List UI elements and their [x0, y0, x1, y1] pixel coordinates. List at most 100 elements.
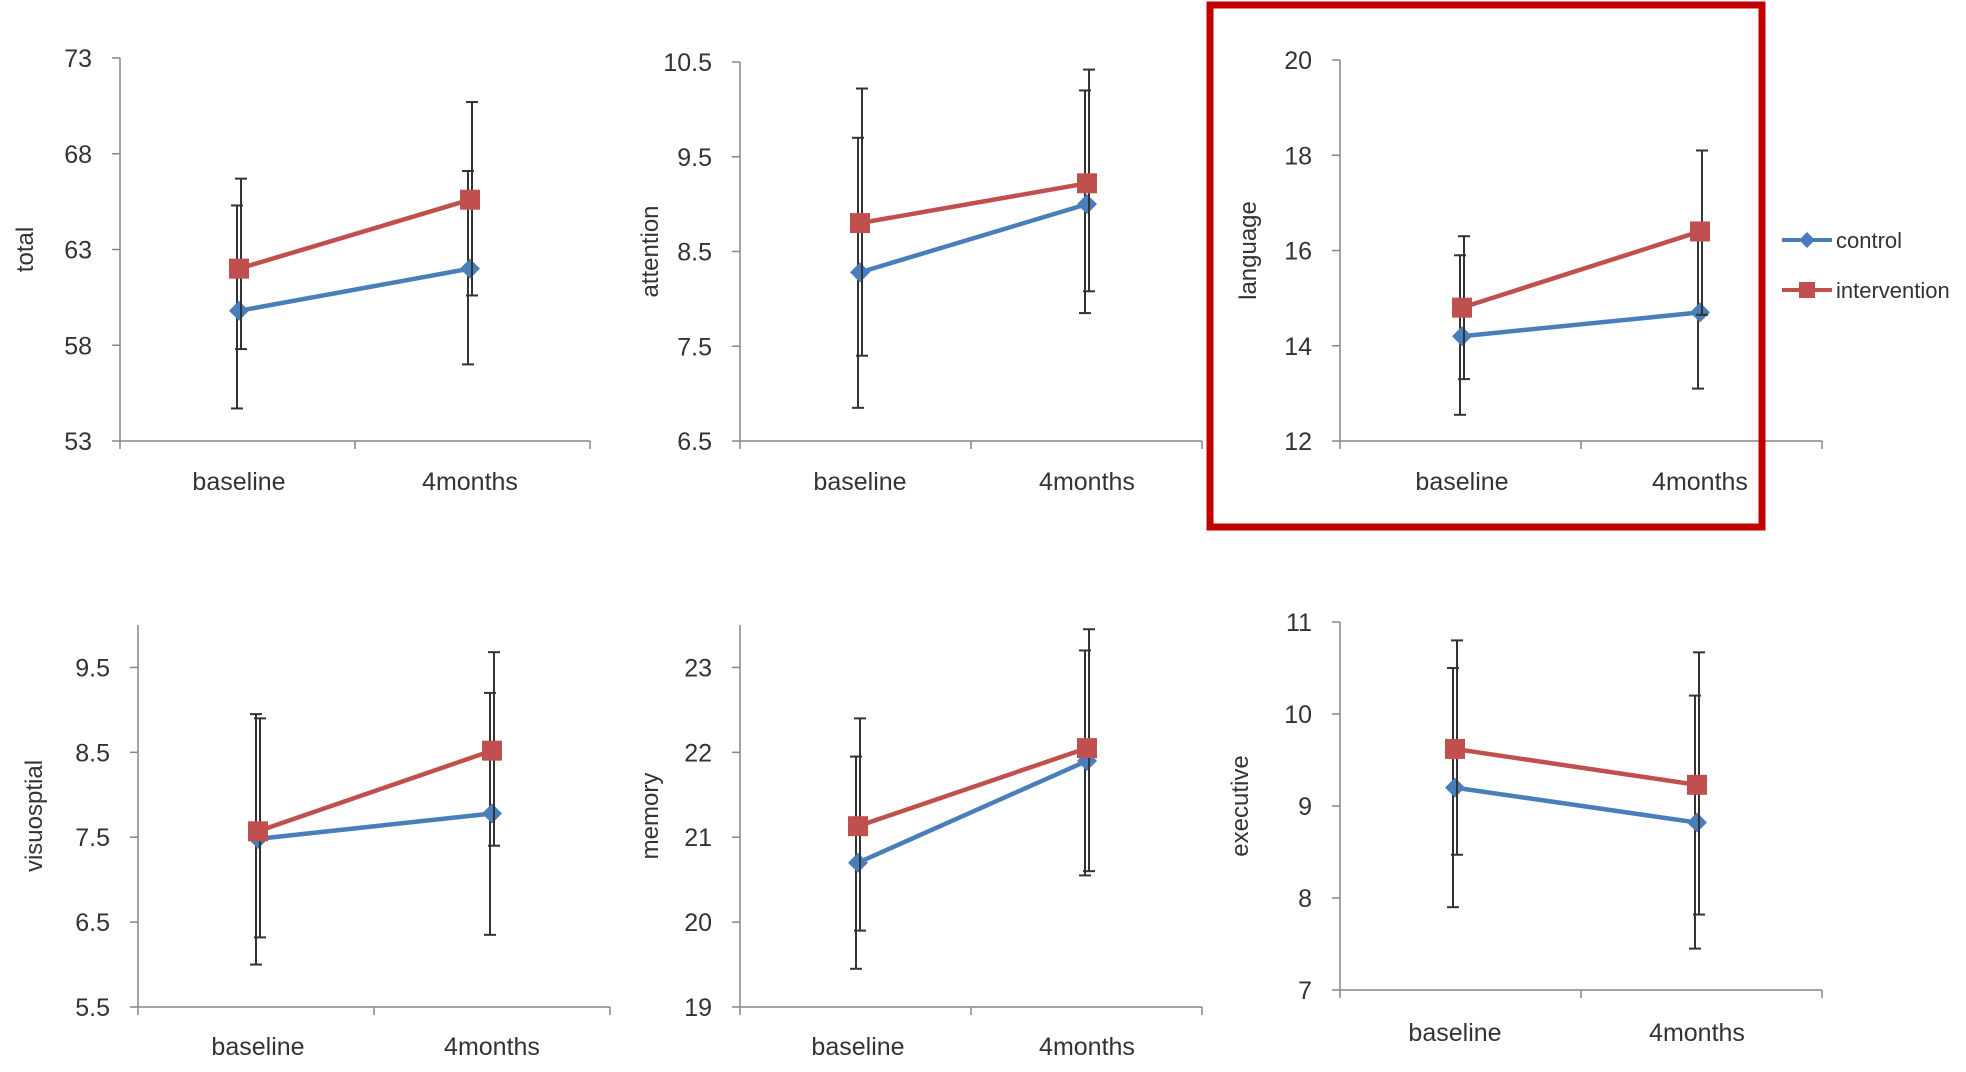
y-tick-label: 10 [1284, 701, 1312, 729]
data-point-square [1445, 738, 1465, 759]
data-point-square [850, 213, 870, 234]
y-tick-label: 9.5 [677, 144, 712, 172]
series-intervention [848, 628, 1097, 932]
series-line [1454, 746, 1698, 788]
legend-item-intervention: intervention [1782, 278, 1950, 303]
y-tick-label: 58 [64, 332, 92, 360]
data-point-diamond [460, 258, 480, 279]
legend-label: control [1836, 228, 1902, 253]
series-line [1454, 785, 1698, 825]
y-tick-label: 20 [1284, 47, 1312, 75]
data-point-diamond [1077, 194, 1097, 215]
y-tick-label: 8.5 [677, 239, 712, 267]
x-tick-label: baseline [813, 468, 906, 496]
y-tick-label: 16 [1284, 238, 1312, 266]
y-tick-label: 10.5 [663, 49, 712, 77]
series-line [857, 758, 1088, 865]
chart-attention: 6.5 7.5 8.5 9.5 10.5 attention baseline 4months [637, 49, 1203, 496]
series-control [848, 649, 1097, 970]
y-axis-label: attention [637, 205, 664, 297]
x-tick-label: 4months [444, 1033, 540, 1061]
series-line [859, 201, 1088, 275]
series-intervention [229, 101, 480, 351]
x-tick-label: baseline [1408, 1019, 1501, 1047]
y-tick-label: 22 [684, 739, 712, 767]
data-point-square [1690, 221, 1710, 242]
x-tick-label: 4months [1652, 468, 1748, 496]
x-tick-label: baseline [192, 468, 285, 496]
y-axis-label: executive [1227, 755, 1254, 856]
x-tick-label: 4months [1039, 1033, 1135, 1061]
y-axis-label: language [1235, 201, 1262, 300]
x-tick-label: 4months [1649, 1019, 1745, 1047]
series-line [238, 266, 471, 313]
y-tick-label: 7.5 [75, 824, 110, 852]
series-line [257, 748, 493, 834]
x-tick-label: baseline [1415, 468, 1508, 496]
y-tick-label: 7 [1298, 977, 1312, 1005]
series-line [1461, 310, 1701, 339]
data-point-diamond [1687, 812, 1707, 833]
series-control [1445, 667, 1707, 950]
y-tick-label: 14 [1284, 333, 1312, 361]
data-point-square [229, 258, 249, 279]
y-tick-label: 8 [1298, 885, 1312, 913]
series-line [857, 745, 1088, 829]
chart-total: 53 58 63 68 73 total baseline 4months [12, 45, 591, 496]
y-tick-label: 23 [684, 654, 712, 682]
y-tick-label: 68 [64, 141, 92, 169]
y-tick-label: 7.5 [677, 333, 712, 361]
data-point-diamond [1690, 302, 1710, 323]
series-intervention [1452, 149, 1710, 381]
y-tick-label: 53 [64, 428, 92, 456]
legend-marker-square [1799, 282, 1815, 298]
data-point-square [1687, 774, 1707, 795]
data-point-diamond [1452, 326, 1472, 347]
series-control [850, 89, 1097, 409]
series-intervention [850, 68, 1097, 357]
data-point-diamond [850, 262, 870, 283]
series-line [238, 197, 471, 271]
y-tick-label: 20 [684, 909, 712, 937]
data-point-diamond [482, 803, 502, 824]
legend-label: intervention [1836, 278, 1950, 303]
data-point-square [482, 740, 502, 761]
series-line [1461, 229, 1701, 310]
y-tick-label: 8.5 [75, 739, 110, 767]
legend: control intervention [1782, 228, 1950, 303]
data-point-square [848, 816, 868, 837]
y-axis-label: visuosptial [21, 760, 48, 872]
data-point-square [1077, 173, 1097, 194]
y-tick-label: 63 [64, 237, 92, 265]
y-tick-label: 6.5 [677, 428, 712, 456]
y-tick-label: 9 [1298, 793, 1312, 821]
data-point-square [248, 821, 268, 842]
data-point-diamond [848, 852, 868, 873]
y-tick-label: 12 [1284, 428, 1312, 456]
y-tick-label: 6.5 [75, 909, 110, 937]
chart-memory: 19 20 21 22 23 memory baseline 4months [637, 625, 1203, 1061]
legend-item-control: control [1782, 228, 1902, 253]
series-intervention [1445, 639, 1707, 916]
x-tick-label: baseline [811, 1033, 904, 1061]
y-tick-label: 11 [1286, 609, 1312, 637]
chart-visuosptial: 5.5 6.5 7.5 8.5 9.5 visuosptial baseline 4month… [21, 625, 611, 1061]
data-point-square [460, 189, 480, 210]
data-point-diamond [1445, 777, 1465, 798]
x-tick-label: 4months [422, 468, 518, 496]
chart-language: 12 14 16 18 20 language baseline 4months [1235, 47, 1823, 496]
chart-executive: 7 8 9 10 11 executive baseline 4months [1227, 609, 1823, 1047]
data-point-diamond [229, 300, 249, 321]
highlight-box [1206, 1, 1766, 531]
series-line [859, 181, 1088, 226]
x-tick-label: 4months [1039, 468, 1135, 496]
series-intervention [248, 651, 502, 939]
y-tick-label: 9.5 [75, 654, 110, 682]
data-point-square [1077, 738, 1097, 759]
legend-marker-diamond [1799, 232, 1815, 248]
y-tick-label: 73 [64, 45, 92, 73]
y-tick-label: 21 [684, 824, 712, 852]
y-tick-label: 18 [1284, 142, 1312, 170]
data-point-square [1452, 297, 1472, 318]
